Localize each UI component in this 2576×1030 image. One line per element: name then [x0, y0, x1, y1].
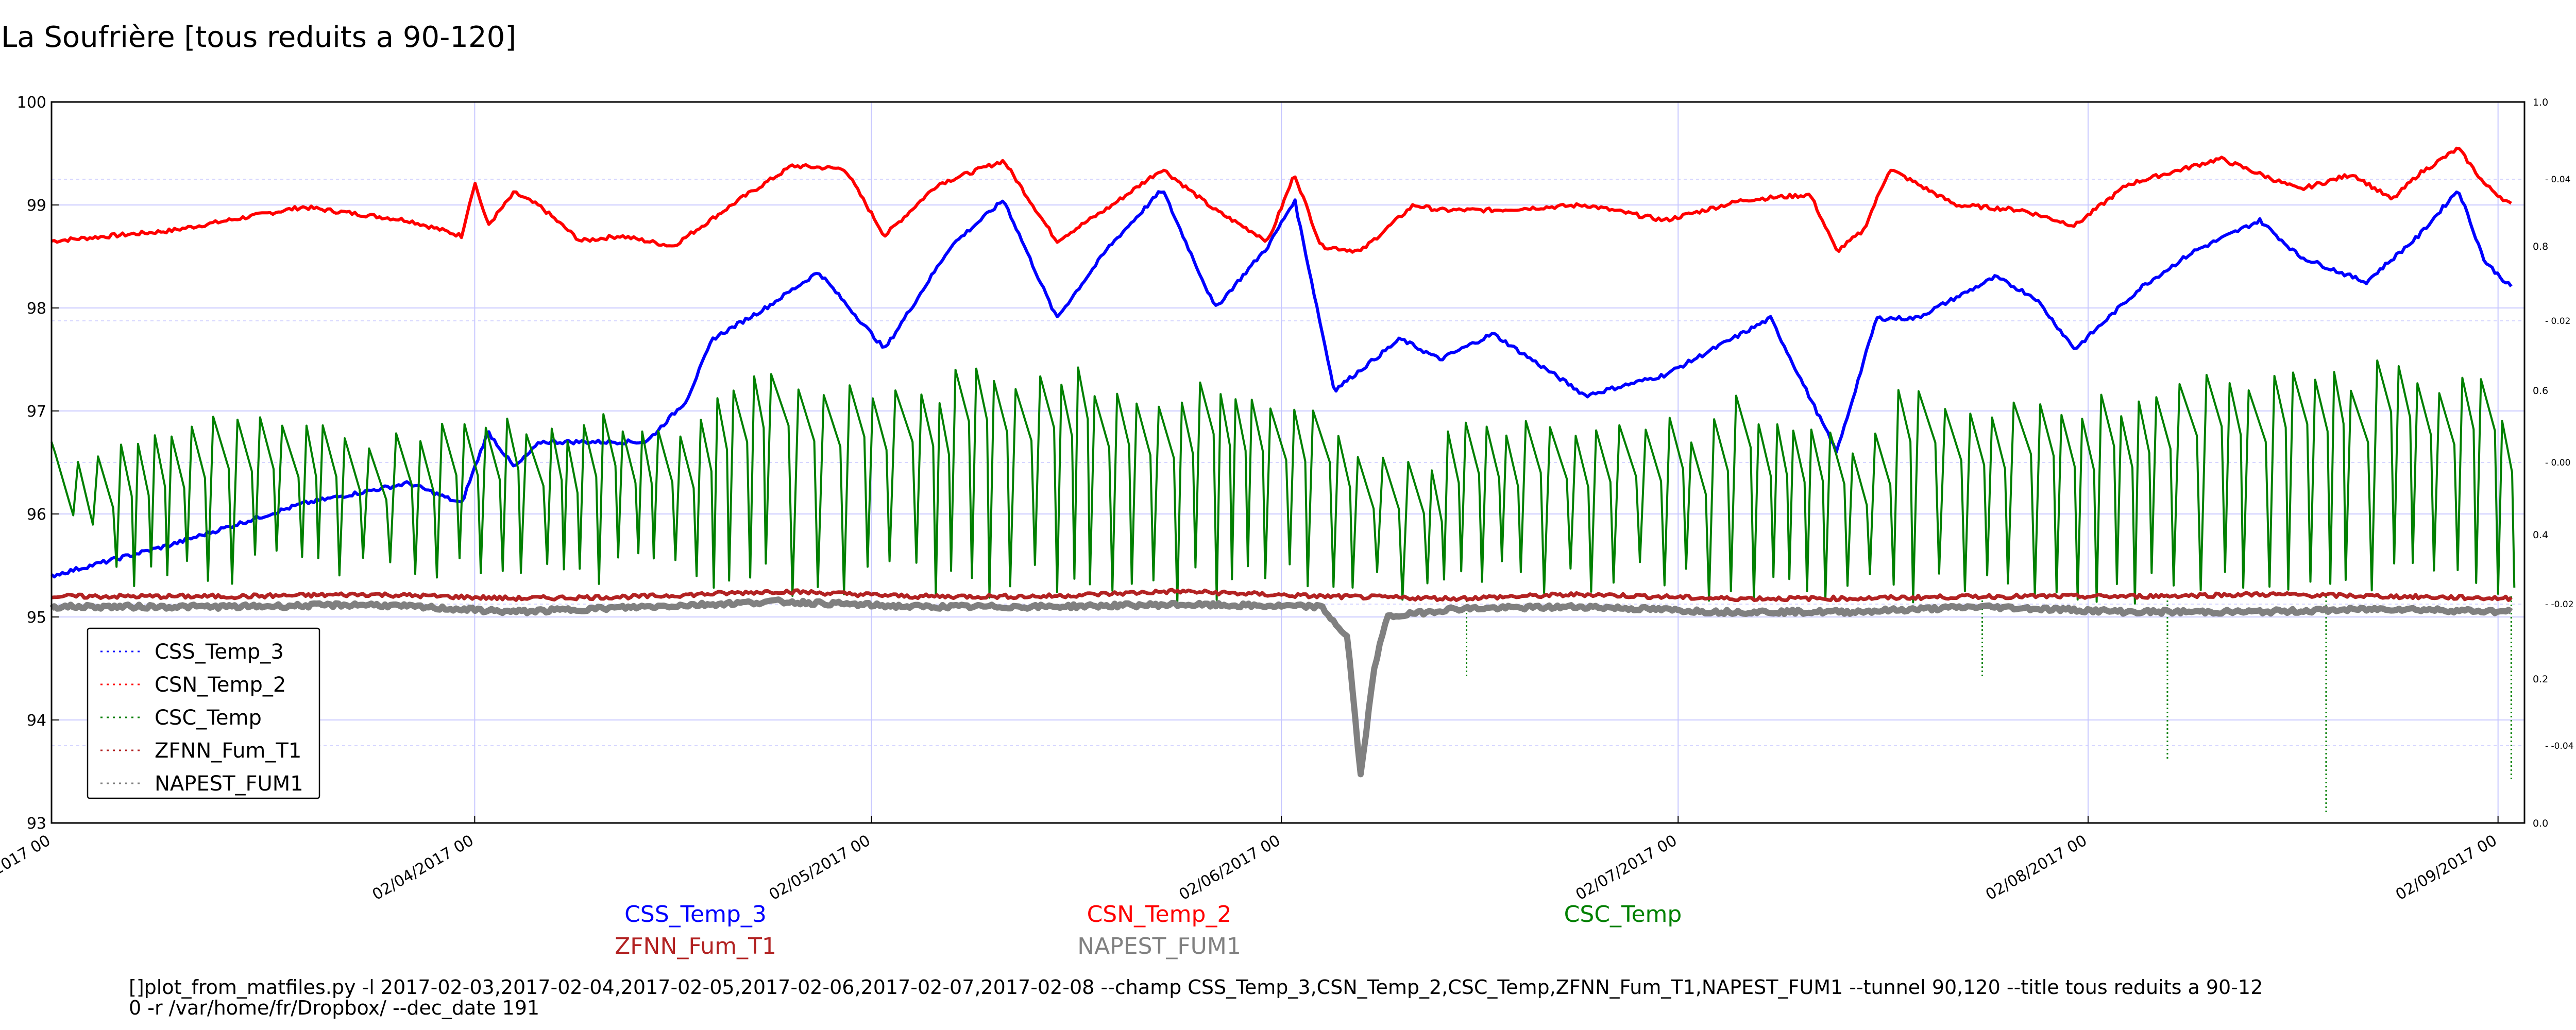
- series-label-csc-temp: CSC_Temp: [1564, 901, 1682, 928]
- y-tick-label: 99: [27, 197, 46, 215]
- legend-box: [87, 627, 320, 799]
- y-tick-label: 96: [27, 506, 46, 524]
- y-tick-label: 100: [17, 94, 46, 112]
- series-label-napest-fum1: NAPEST_FUM1: [1077, 933, 1241, 959]
- x-tick-label: 02/08/2017 00: [1982, 832, 2090, 904]
- y2-tick-label: 0.2: [2533, 674, 2548, 685]
- legend-entry: NAPEST_FUM1: [155, 772, 303, 796]
- series-label-zfnn-fum-t1: ZFNN_Fum_T1: [615, 933, 776, 959]
- series-line: [49, 596, 2513, 778]
- y-tick-label: 93: [27, 815, 46, 833]
- x-tick-label: 02/04/2017 00: [369, 832, 477, 904]
- legend-entry: CSN_Temp_2: [155, 673, 286, 697]
- legend-entry: CSS_Temp_3: [155, 640, 284, 664]
- plot-frame: [50, 101, 2526, 824]
- y3-tick-label: - -0.04: [2545, 741, 2574, 751]
- y3-tick-label: - 0.00: [2545, 458, 2570, 468]
- y-tick-label: 97: [27, 403, 46, 421]
- series-csn-temp-2: [51, 146, 2512, 254]
- y3-tick-label: - -0.02: [2545, 599, 2574, 610]
- series-label-css-temp-3: CSS_Temp_3: [624, 901, 767, 928]
- x-tick-label: 02/06/2017 00: [1176, 832, 1284, 904]
- y-tick-label: 94: [27, 712, 46, 730]
- chart-title: La Soufrière [tous reduits a 90-120]: [1, 21, 517, 54]
- x-tick-label: 02/07/2017 00: [1573, 832, 1681, 904]
- series-line: [51, 588, 2513, 603]
- y-tick-label: 95: [27, 609, 46, 627]
- command-line-1: []plot_from_matfiles.py -l 2017-02-03,20…: [129, 976, 2263, 999]
- x-tick-label: 02/05/2017 00: [766, 832, 874, 904]
- y2-tick-label: 0.6: [2533, 385, 2548, 397]
- legend-entry: ZFNN_Fum_T1: [155, 739, 301, 763]
- series-layer: [49, 146, 2516, 813]
- legend: CSS_Temp_3 CSN_Temp_2 CSC_Temp ZFNN_Fum_T1 N…: [87, 627, 320, 799]
- y-tick-label: 98: [27, 300, 46, 318]
- y2-tick-label: 0.4: [2533, 529, 2548, 541]
- command-line-2: 0 -r /var/home/fr/Dropbox/ --dec_date 19…: [129, 997, 540, 1019]
- series-zfnn-fum-t1: [51, 588, 2513, 603]
- y2-tick-label: 1.0: [2533, 97, 2548, 108]
- legend-entry: CSC_Temp: [155, 706, 262, 730]
- x-tick-label: 02/09/2017 00: [2393, 832, 2500, 904]
- series-label-csn-temp-2: CSN_Temp_2: [1087, 901, 1232, 928]
- y2-tick-label: 0.0: [2533, 818, 2548, 829]
- y3-tick-label: - 0.04: [2545, 175, 2570, 185]
- series-line: [51, 146, 2512, 254]
- series-line: [50, 359, 2516, 606]
- y3-tick-label: - 0.02: [2545, 316, 2570, 327]
- y2-tick-label: 0.8: [2533, 241, 2548, 252]
- series-csc-temp: [50, 359, 2516, 813]
- x-tick-label: 01/03/2017 00: [0, 832, 54, 904]
- series-napest-fum1: [49, 596, 2513, 778]
